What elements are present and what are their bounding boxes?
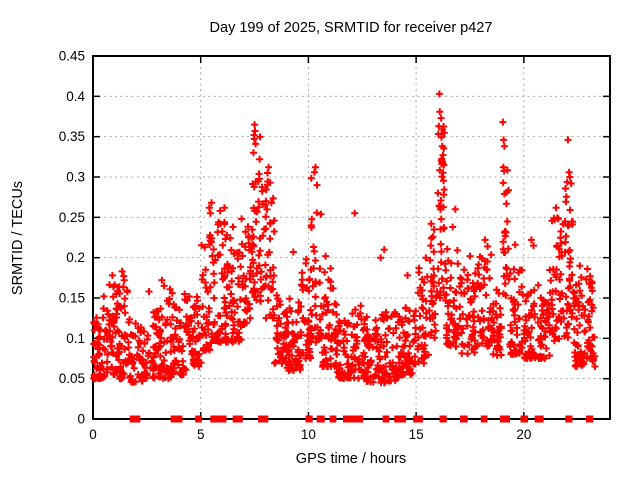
x-tick-label: 10 — [301, 427, 316, 442]
y-tick-label: 0.2 — [66, 250, 85, 265]
y-tick-label: 0.35 — [59, 129, 85, 144]
x-axis-label: GPS time / hours — [296, 451, 406, 467]
y-axis-label: SRMTID / TECUs — [10, 181, 26, 295]
chart-title: Day 199 of 2025, SRMTID for receiver p42… — [210, 20, 493, 36]
y-tick-label: 0 — [77, 412, 85, 427]
y-tick-label: 0.05 — [59, 371, 85, 386]
generated-plot-elements: 0 0.05 0.1 0.15 0.2 0.25 0.3 0.35 0.4 0.45 0 5 10 15 2… — [59, 49, 611, 443]
y-tick-label: 0.15 — [59, 291, 85, 306]
x-tick-label: 5 — [197, 427, 205, 442]
scatter-points — [90, 90, 599, 387]
y-tick-label: 0.45 — [59, 49, 85, 64]
y-tick-label: 0.25 — [59, 210, 85, 225]
x-tick-label: 15 — [409, 427, 424, 442]
y-tick-label: 0.4 — [66, 89, 85, 104]
tick-labels: 0 0.05 0.1 0.15 0.2 0.25 0.3 0.35 0.4 0.45 0 5 10 15 2… — [59, 49, 532, 443]
zero-value-markers — [129, 415, 594, 423]
x-tick-label: 20 — [516, 427, 531, 442]
x-tick-label: 0 — [89, 427, 97, 442]
y-tick-label: 0.3 — [66, 170, 85, 185]
y-tick-label: 0.1 — [66, 331, 85, 346]
